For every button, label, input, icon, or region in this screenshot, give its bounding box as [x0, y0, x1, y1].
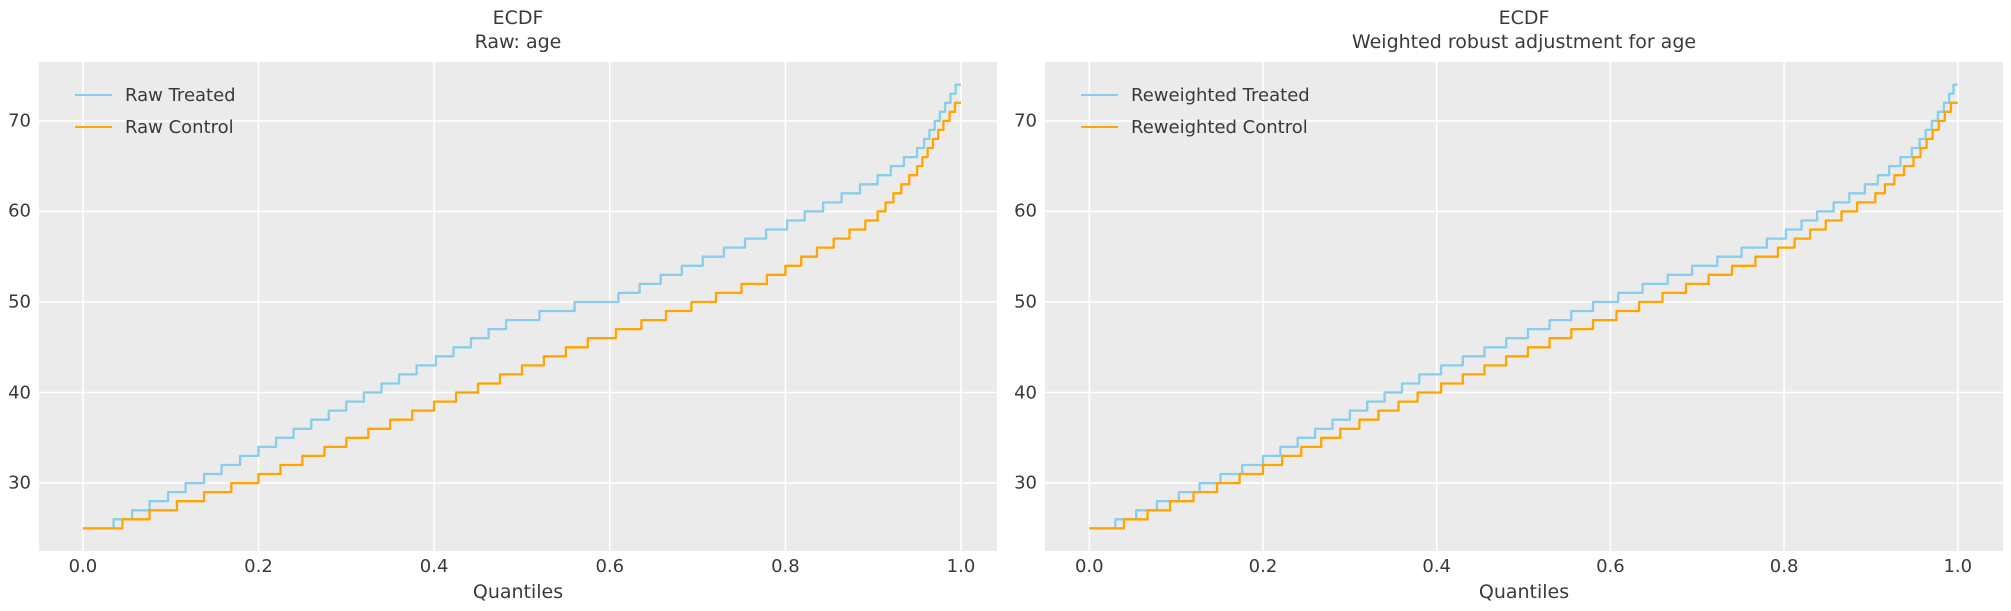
y-tick-label: 60	[1014, 200, 1037, 222]
y-tick-label: 70	[8, 110, 31, 132]
y-tick-label: 70	[1014, 110, 1037, 132]
ecdf-line-reweighted-control	[1089, 101, 1958, 530]
x-tick-label: 0.8	[1769, 556, 1799, 577]
y-tick-label: 40	[1014, 382, 1037, 403]
x-tick-label: 0.6	[595, 556, 625, 577]
legend: Raw Treated Raw Control	[75, 79, 236, 143]
chart-title: ECDF Weighted robust adjustment for age	[1045, 6, 2003, 54]
y-tick-label: 40	[8, 382, 31, 403]
y-tick-label: 50	[8, 291, 31, 313]
ecdf-plot-svg	[1045, 62, 2003, 551]
x-axis-label: Quantiles	[1478, 581, 1570, 603]
x-tick-label: 0.2	[244, 556, 273, 577]
x-tick-label: 1.0	[946, 556, 976, 577]
y-tick-label: 60	[8, 200, 31, 222]
x-tick-label: 0.0	[68, 556, 98, 577]
subplot-weighted: ECDF Weighted robust adjustment for age …	[1014, 0, 2003, 611]
legend-item: Reweighted Control	[1081, 111, 1310, 143]
legend-line-swatch	[75, 94, 112, 96]
chart-title-line2: Raw: age	[474, 31, 562, 53]
ecdf-line-reweighted-treated	[1089, 83, 1958, 530]
x-tick-label: 0.2	[1248, 556, 1278, 577]
legend-line-swatch	[1081, 126, 1118, 128]
y-tick-label: 30	[8, 472, 31, 494]
legend: Reweighted Treated Reweighted Control	[1081, 79, 1310, 143]
legend-label: Reweighted Treated	[1131, 84, 1310, 106]
legend-line-swatch	[1081, 94, 1118, 96]
ecdf-line-raw-control	[82, 101, 961, 530]
legend-line-swatch	[75, 126, 112, 128]
legend-label: Raw Control	[125, 116, 234, 138]
plot-area: Raw Treated Raw Control	[39, 62, 997, 551]
ecdf-line-raw-treated	[82, 83, 961, 530]
x-tick-label: 0.4	[419, 556, 449, 577]
legend-item: Raw Control	[75, 111, 236, 143]
legend-item: Raw Treated	[75, 79, 236, 111]
chart-title-line2: Weighted robust adjustment for age	[1351, 31, 1697, 53]
panel-background	[1045, 62, 2003, 551]
y-tick-label: 30	[1014, 472, 1037, 494]
plot-area: Reweighted Treated Reweighted Control	[1045, 62, 2003, 551]
chart-title: ECDF Raw: age	[39, 6, 997, 54]
subplot-raw: ECDF Raw: age Raw Treated Raw Control Qua…	[8, 0, 997, 611]
legend-label: Raw Treated	[125, 84, 236, 106]
legend-label: Reweighted Control	[1131, 116, 1308, 138]
panel-background	[39, 62, 997, 551]
x-tick-label: 0.0	[1074, 556, 1104, 577]
x-tick-label: 0.8	[771, 556, 800, 577]
x-tick-label: 0.4	[1422, 556, 1452, 577]
x-tick-label: 1.0	[1943, 556, 1973, 577]
ecdf-plot-svg	[39, 62, 997, 551]
x-tick-label: 0.6	[1596, 556, 1625, 577]
chart-title-line1: ECDF	[1498, 7, 1550, 29]
legend-item: Reweighted Treated	[1081, 79, 1310, 111]
chart-title-line1: ECDF	[492, 7, 544, 29]
y-tick-label: 50	[1014, 291, 1037, 313]
x-axis-label: Quantiles	[472, 581, 564, 603]
